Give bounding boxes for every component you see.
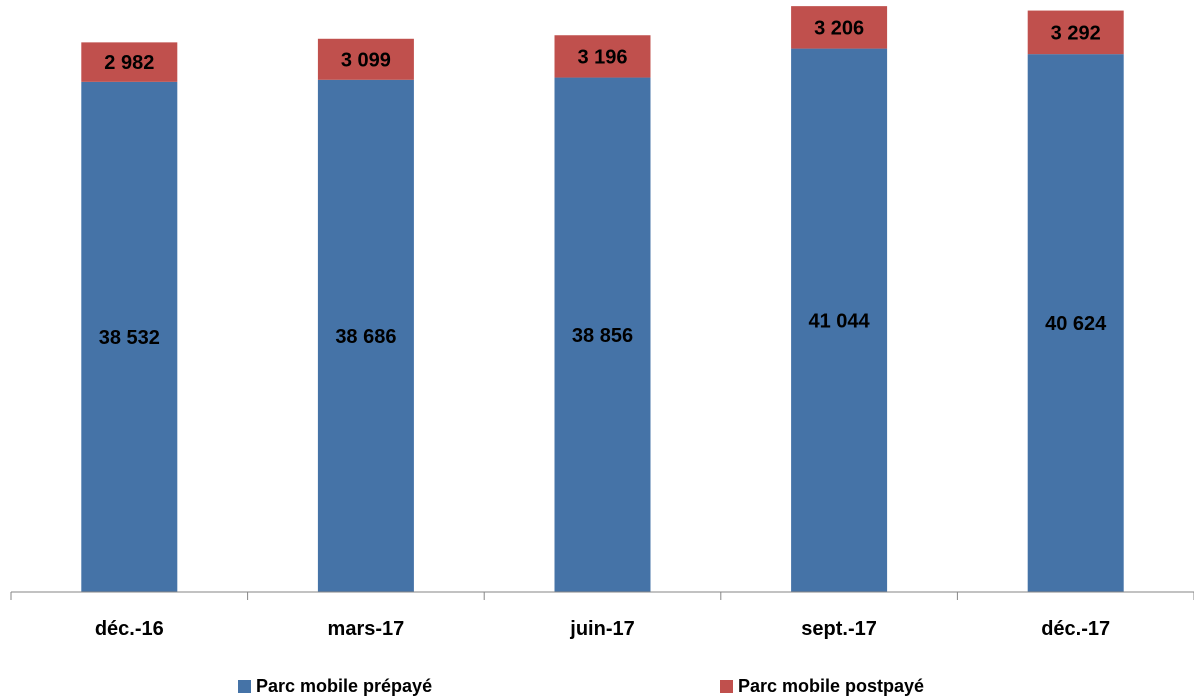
- x-tick-label: déc.-17: [1041, 618, 1110, 640]
- bar-segment-postpaye: [81, 42, 178, 82]
- bar-segment-prepaye: [554, 77, 651, 592]
- data-label-prepaye: 38 856: [572, 325, 633, 347]
- x-tick-label: déc.-16: [95, 618, 164, 640]
- bar-segment-prepaye: [1027, 54, 1124, 592]
- legend-label-postpaye: Parc mobile postpayé: [738, 676, 925, 696]
- x-tick-label: juin-17: [569, 618, 634, 640]
- data-label-prepaye: 40 624: [1045, 313, 1107, 335]
- data-label-postpaye: 3 292: [1051, 22, 1101, 44]
- legend: Parc mobile prépayé Parc mobile postpayé: [0, 676, 1194, 696]
- bars-group: [81, 6, 1124, 593]
- data-label-postpaye: 3 196: [577, 46, 627, 68]
- bar-segment-prepaye: [791, 48, 888, 592]
- legend-label-prepaye: Parc mobile prépayé: [256, 676, 433, 696]
- legend-swatch-postpaye: [720, 680, 733, 693]
- x-axis: déc.-16 mars-17 juin-17 sept.-17 déc.-17: [10, 591, 1194, 640]
- data-label-prepaye: 38 532: [99, 327, 160, 349]
- bar-segment-postpaye: [791, 6, 888, 49]
- bar-segment-postpaye: [1027, 10, 1124, 55]
- legend-swatch-prepaye: [238, 680, 251, 693]
- bar-segment-postpaye: [554, 35, 651, 78]
- data-label-postpaye: 2 982: [104, 52, 154, 74]
- data-label-prepaye: 38 686: [335, 326, 396, 348]
- data-labels-group: 38 532 2 982 38 686 3 099 38 856 3 196 41 044 3…: [99, 17, 1107, 349]
- bar-segment-postpaye: [317, 38, 414, 80]
- bar-segment-prepaye: [317, 79, 414, 592]
- bar-segment-prepaye: [81, 81, 178, 593]
- stacked-bar-chart: déc.-16 mars-17 juin-17 sept.-17 déc.-17 38 …: [10, 6, 1194, 640]
- data-label-prepaye: 41 044: [809, 310, 871, 332]
- legend-item-postpaye: Parc mobile postpayé: [720, 676, 924, 697]
- x-tick-label: sept.-17: [801, 618, 877, 640]
- legend-item-prepaye: Parc mobile prépayé: [238, 676, 432, 697]
- data-label-postpaye: 3 206: [814, 17, 864, 39]
- x-tick-label: mars-17: [328, 618, 405, 640]
- data-label-postpaye: 3 099: [341, 49, 391, 71]
